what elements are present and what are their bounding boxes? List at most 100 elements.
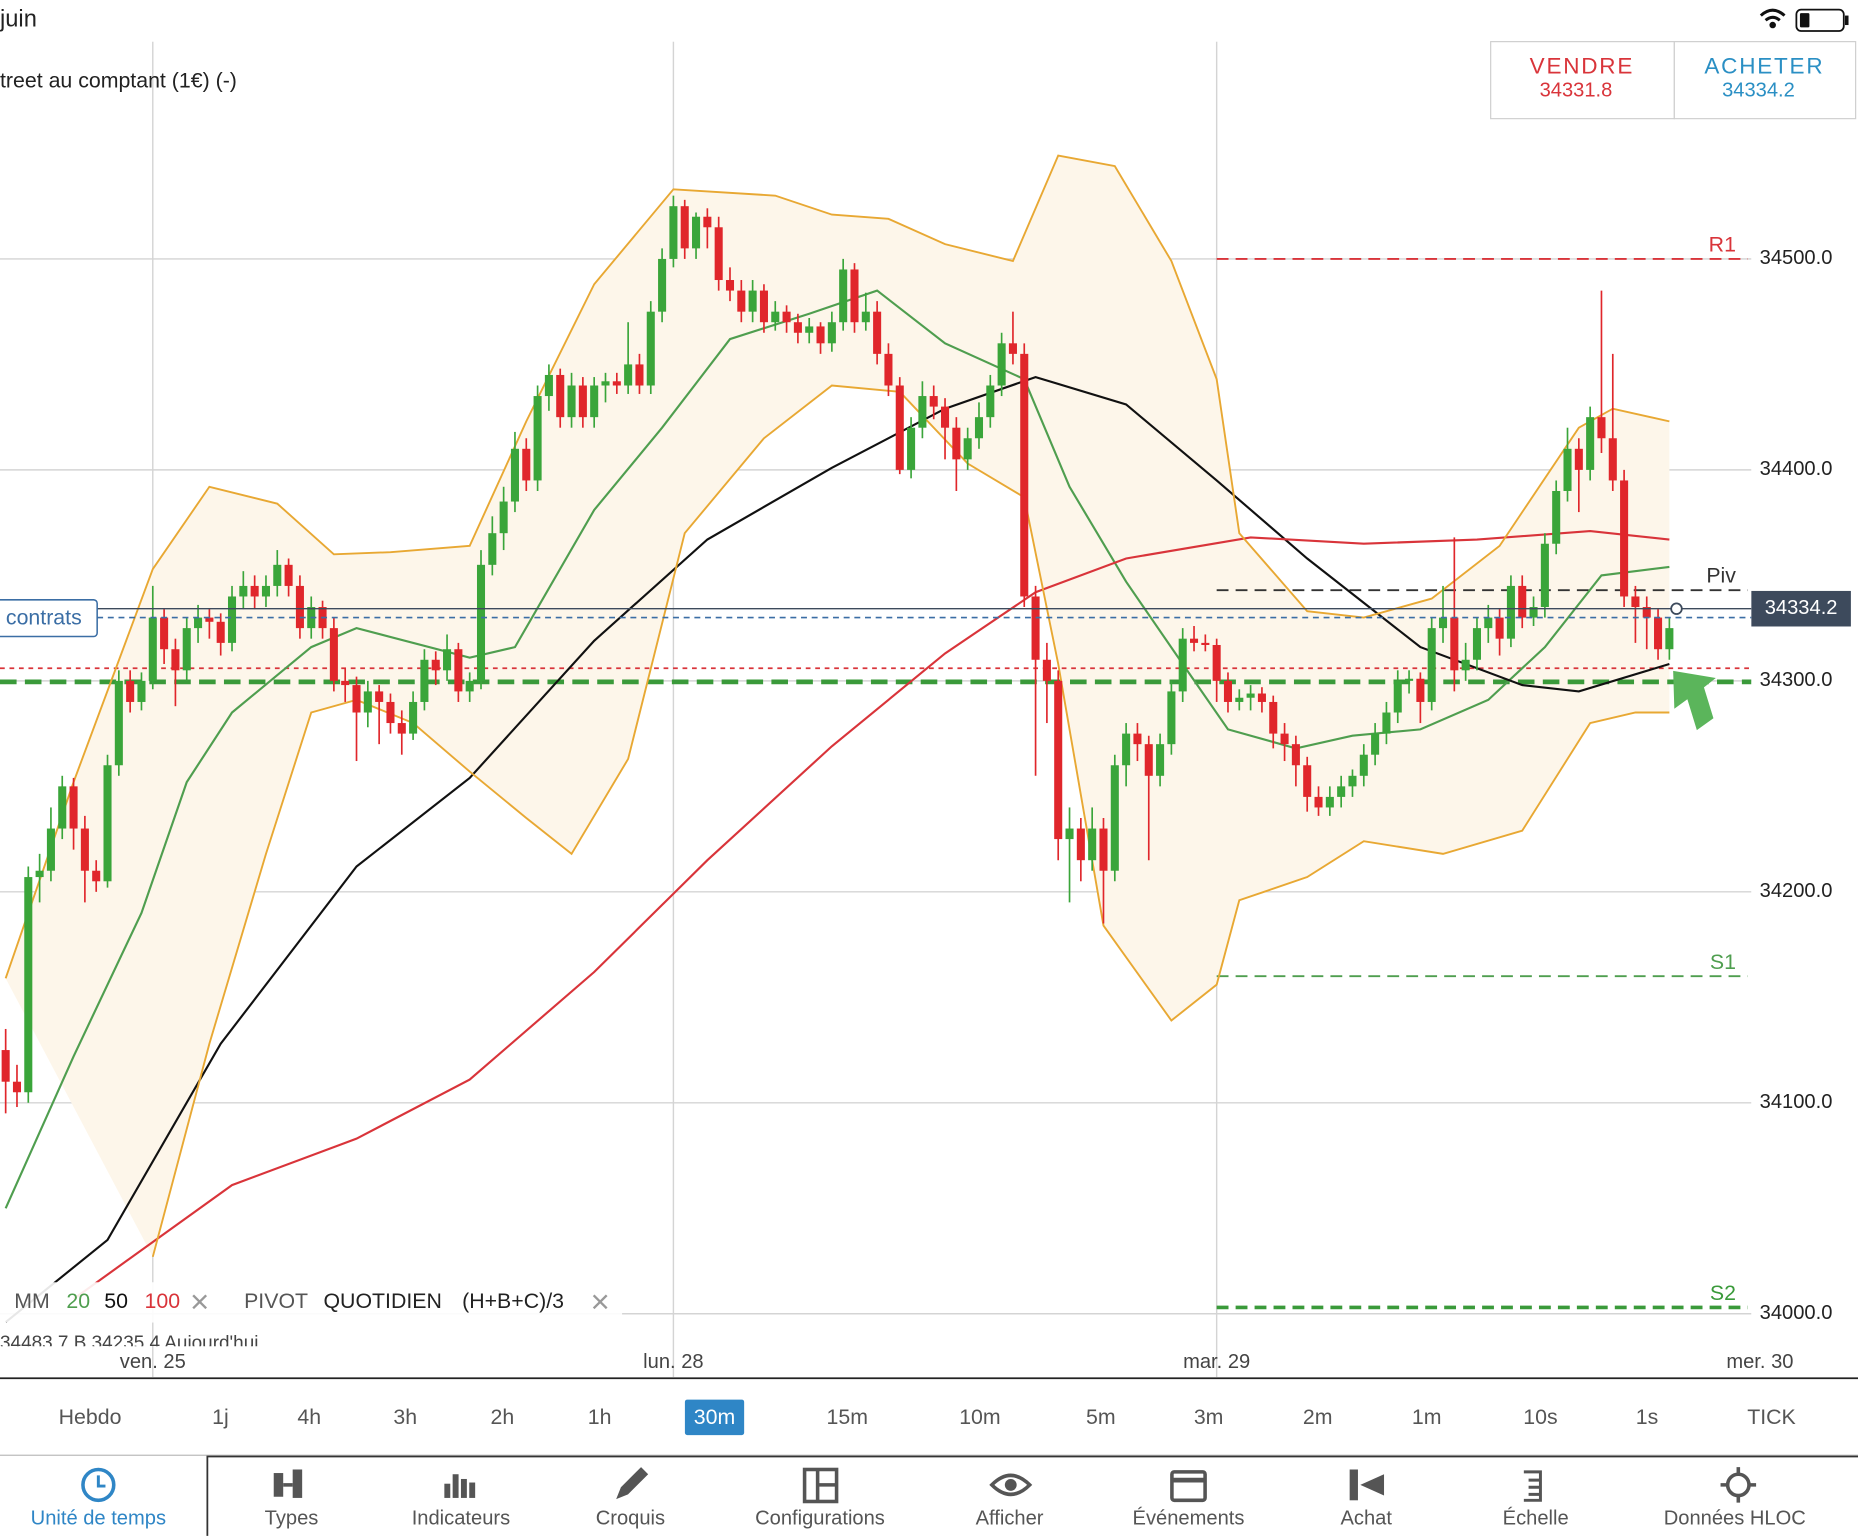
candle-body <box>805 326 814 333</box>
timeframe-button[interactable]: 15m <box>827 1405 868 1429</box>
candle-body <box>1020 353 1029 597</box>
candle-body <box>1167 691 1176 745</box>
candle-body <box>1540 543 1549 608</box>
timeframe-button[interactable]: TICK <box>1747 1405 1796 1429</box>
timeframe-label: 30m <box>694 1405 735 1429</box>
candle-body <box>510 448 519 502</box>
timeframe-button[interactable]: 1j <box>212 1405 229 1429</box>
candle-body <box>646 311 655 386</box>
candle-body <box>341 680 350 686</box>
candle-body <box>1235 697 1244 702</box>
candle-body <box>1042 659 1051 681</box>
candle-body <box>1031 596 1040 660</box>
toolbar-label: Types <box>265 1508 319 1530</box>
candle-body <box>1133 733 1142 745</box>
timeframe-label: 3h <box>393 1405 417 1429</box>
candle-body <box>1065 828 1074 840</box>
toolbar-label: Échelle <box>1503 1507 1569 1530</box>
toolbar-label: Unité de temps <box>31 1508 166 1530</box>
candle-body <box>737 290 746 312</box>
candle-body <box>544 374 553 397</box>
candle-body <box>1201 642 1210 645</box>
overlay: 34000.0 34100.0 34200.0 34300.0 34400.0 34500… <box>0 247 1851 1373</box>
candle-body <box>182 628 191 671</box>
timeframe-label: 1j <box>212 1405 229 1429</box>
toolbar-button[interactable]: Données HLOC <box>1664 1508 1806 1530</box>
candle-body <box>476 564 486 681</box>
candle-body <box>624 364 633 386</box>
candle-body <box>1518 585 1527 618</box>
candle-body <box>827 322 836 344</box>
toolbar-button[interactable]: Types <box>265 1508 319 1530</box>
timeframe-button[interactable]: 10s <box>1523 1405 1557 1429</box>
candle-body <box>907 427 916 470</box>
timeframe-button[interactable]: 2m <box>1303 1405 1333 1429</box>
candle-body <box>1484 617 1493 629</box>
toolbar-button[interactable]: Unité de temps <box>31 1508 166 1530</box>
timeframe-button[interactable]: 1h <box>588 1405 612 1429</box>
toolbar-button[interactable]: Indicateurs <box>412 1508 510 1530</box>
candle-body <box>567 385 576 418</box>
candle-body <box>465 680 474 692</box>
timeframe-label: 15m <box>827 1405 868 1429</box>
timeframe-button[interactable]: 1m <box>1412 1405 1442 1429</box>
buy-label: ACHETER <box>1704 54 1824 79</box>
sell-price: 34331.8 <box>1540 80 1613 102</box>
candle-body <box>1438 617 1448 629</box>
timeframe-button[interactable]: 5m <box>1086 1405 1116 1429</box>
candle-body <box>171 649 180 671</box>
position-label: contrats <box>6 605 82 629</box>
candle-body <box>873 311 882 354</box>
candle-body <box>103 765 112 882</box>
candle-body <box>1314 796 1323 808</box>
candle-body <box>952 427 961 460</box>
toolbar-button[interactable]: Afficher <box>976 1508 1044 1530</box>
toolbar-frame <box>206 1455 1858 1536</box>
candle-body <box>1008 343 1017 354</box>
pivot-label: Piv <box>1706 564 1736 588</box>
toolbar-button[interactable]: Configurations <box>755 1508 885 1530</box>
ma-line <box>72 530 1670 1300</box>
candle-body <box>1642 607 1651 618</box>
candle-body <box>974 417 984 439</box>
timeframe-button[interactable]: 4h <box>297 1405 321 1429</box>
candle-body <box>273 564 282 586</box>
price-tag-label: 34334.2 <box>1765 597 1838 619</box>
buy-button[interactable]: ACHETER 34334.2 <box>1673 41 1857 120</box>
x-tick-label: mer. 30 <box>1726 1351 1793 1373</box>
candle-body <box>488 533 497 565</box>
price-dot <box>1670 602 1683 615</box>
candle-body <box>386 701 395 724</box>
toolbar-button[interactable]: Achat <box>1341 1508 1393 1530</box>
toolbar-label: Données HLOC <box>1664 1508 1806 1530</box>
pivot-label: PIVOT <box>244 1289 308 1313</box>
candle-body <box>1393 680 1402 713</box>
toolbar-label: Événements <box>1133 1507 1245 1530</box>
candle-body <box>160 617 169 650</box>
remove-ma[interactable] <box>192 1294 208 1310</box>
timeframe-button[interactable]: 10m <box>959 1405 1000 1429</box>
candle-body <box>1054 680 1063 840</box>
timeframe-button[interactable]: 3m <box>1194 1405 1224 1429</box>
candle-body <box>1552 490 1561 544</box>
toolbar-button[interactable]: Croquis <box>596 1508 665 1530</box>
timeframe-button[interactable]: Hebdo <box>59 1405 122 1429</box>
timeframe-button[interactable]: 1s <box>1636 1405 1659 1429</box>
pivot-label: R1 <box>1709 233 1736 257</box>
wifi-icon <box>1759 8 1786 29</box>
candle-body <box>1291 744 1300 766</box>
candle-body <box>1450 617 1459 671</box>
timeframe-button[interactable]: 30m <box>684 1399 745 1436</box>
candle-body <box>703 216 712 228</box>
candle-body <box>250 585 259 597</box>
toolbar-label: Indicateurs <box>412 1508 510 1530</box>
remove-pivot[interactable] <box>592 1294 608 1310</box>
candle-body <box>1574 448 1583 470</box>
toolbar-button[interactable]: Événements <box>1133 1507 1245 1530</box>
timeframe-button[interactable]: 2h <box>491 1405 515 1429</box>
sell-button[interactable]: VENDRE 34331.8 <box>1490 41 1675 120</box>
candle-body <box>556 374 565 418</box>
timeframe-button[interactable]: 3h <box>393 1405 417 1429</box>
toolbar-button[interactable]: Échelle <box>1503 1507 1569 1530</box>
